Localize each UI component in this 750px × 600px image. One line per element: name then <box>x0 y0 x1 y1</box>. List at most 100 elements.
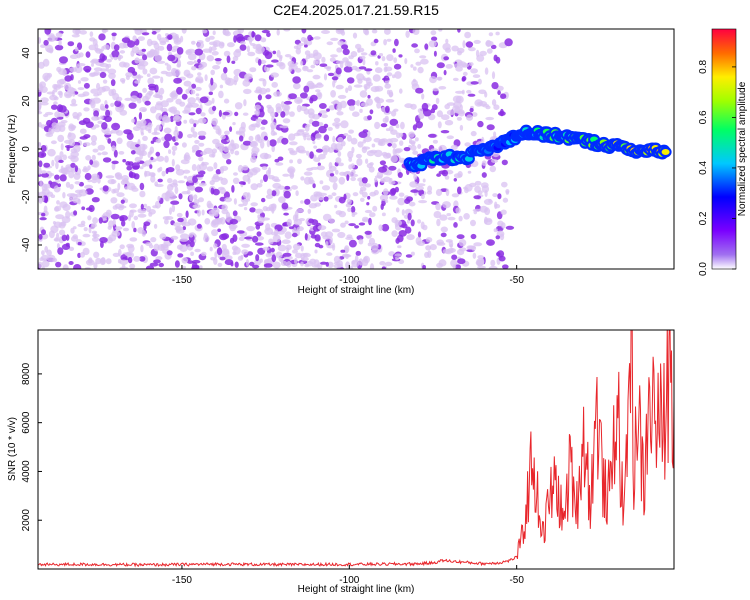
noise-speckle <box>289 159 293 164</box>
noise-speckle <box>326 108 330 112</box>
noise-speckle <box>491 82 499 90</box>
noise-speckle <box>477 265 486 269</box>
noise-speckle <box>348 157 353 162</box>
noise-speckle <box>229 224 237 232</box>
noise-speckle <box>64 91 73 99</box>
noise-speckle <box>405 254 413 258</box>
noise-speckle <box>56 232 60 240</box>
noise-speckle <box>473 195 482 200</box>
noise-speckle <box>216 247 223 256</box>
noise-speckle <box>192 204 198 209</box>
snr-y-ticks: 2000 4000 6000 8000 <box>21 362 42 531</box>
noise-speckle <box>123 129 132 135</box>
noise-speckle <box>201 251 207 257</box>
noise-speckle <box>271 190 277 197</box>
noise-speckle <box>38 101 42 109</box>
noise-speckle <box>422 178 426 183</box>
noise-speckle <box>187 48 196 54</box>
noise-speckle <box>242 181 246 186</box>
noise-speckle <box>175 228 185 234</box>
noise-speckle <box>477 190 483 195</box>
noise-speckle <box>265 223 271 231</box>
noise-speckle <box>332 242 336 251</box>
noise-speckle <box>233 80 237 86</box>
noise-speckle <box>199 96 209 104</box>
noise-speckle <box>157 244 166 251</box>
noise-speckle <box>142 144 146 152</box>
y-tick-label: -20 <box>21 189 32 204</box>
noise-speckle <box>222 111 230 116</box>
noise-speckle <box>244 236 253 240</box>
noise-speckle <box>174 142 179 146</box>
noise-speckle <box>98 217 103 224</box>
noise-speckle <box>356 99 361 107</box>
noise-speckle <box>90 135 98 143</box>
noise-speckle <box>110 197 118 204</box>
noise-speckle <box>212 188 220 196</box>
noise-speckle <box>144 160 152 167</box>
noise-speckle <box>277 244 287 252</box>
noise-speckle <box>164 62 169 66</box>
snr-series <box>38 330 674 568</box>
noise-speckle <box>348 105 356 111</box>
noise-speckle <box>329 57 336 62</box>
noise-speckle <box>93 251 100 258</box>
noise-speckle <box>338 162 344 167</box>
noise-speckle <box>280 101 285 108</box>
noise-speckle <box>99 115 104 120</box>
noise-speckle <box>426 190 433 195</box>
noise-speckle <box>274 229 279 237</box>
noise-speckle <box>145 242 153 246</box>
noise-speckle <box>266 188 273 196</box>
noise-speckle <box>499 108 504 117</box>
noise-speckle <box>303 37 308 45</box>
noise-speckle <box>346 198 352 206</box>
y-tick-label: 40 <box>21 47 32 59</box>
noise-speckle <box>445 249 453 255</box>
noise-speckle <box>332 135 336 143</box>
noise-speckle <box>90 72 99 77</box>
noise-speckle <box>354 255 359 263</box>
snr-frame <box>37 329 675 570</box>
noise-speckle <box>181 191 189 195</box>
noise-speckle <box>93 231 97 239</box>
noise-speckle <box>140 203 144 210</box>
y-tick-label: 0 <box>21 146 32 152</box>
noise-speckle <box>159 87 165 95</box>
noise-speckle <box>380 123 388 128</box>
noise-speckle <box>275 251 283 259</box>
noise-speckle <box>263 174 268 183</box>
noise-speckle <box>181 142 187 148</box>
noise-speckle <box>432 139 438 144</box>
noise-speckle <box>447 216 456 221</box>
colorbar-tick-label: 0.4 <box>698 161 709 175</box>
y-tick-label: 2000 <box>21 509 32 532</box>
noise-speckle <box>357 141 364 148</box>
noise-speckle <box>120 199 125 204</box>
noise-speckle <box>77 80 82 84</box>
noise-speckle <box>60 143 64 151</box>
noise-speckle <box>492 193 498 198</box>
noise-speckle <box>361 146 368 154</box>
noise-speckle <box>346 134 352 142</box>
noise-speckle <box>446 102 456 106</box>
noise-speckle <box>369 109 374 115</box>
noise-speckle <box>187 97 196 105</box>
noise-speckle <box>234 102 243 110</box>
noise-speckle <box>231 60 236 64</box>
noise-speckle <box>68 132 72 138</box>
noise-speckle <box>240 254 244 260</box>
noise-speckle <box>466 89 472 94</box>
noise-speckle <box>212 148 217 154</box>
noise-speckle <box>128 102 137 109</box>
noise-speckle <box>440 130 450 134</box>
noise-speckle <box>491 71 496 80</box>
noise-speckle <box>38 151 47 158</box>
noise-speckle <box>332 182 338 191</box>
noise-speckle <box>195 107 202 115</box>
noise-speckle <box>498 255 506 262</box>
noise-speckle <box>153 223 158 229</box>
noise-speckle <box>180 233 189 240</box>
noise-speckle <box>367 242 372 247</box>
noise-speckle <box>328 105 336 111</box>
